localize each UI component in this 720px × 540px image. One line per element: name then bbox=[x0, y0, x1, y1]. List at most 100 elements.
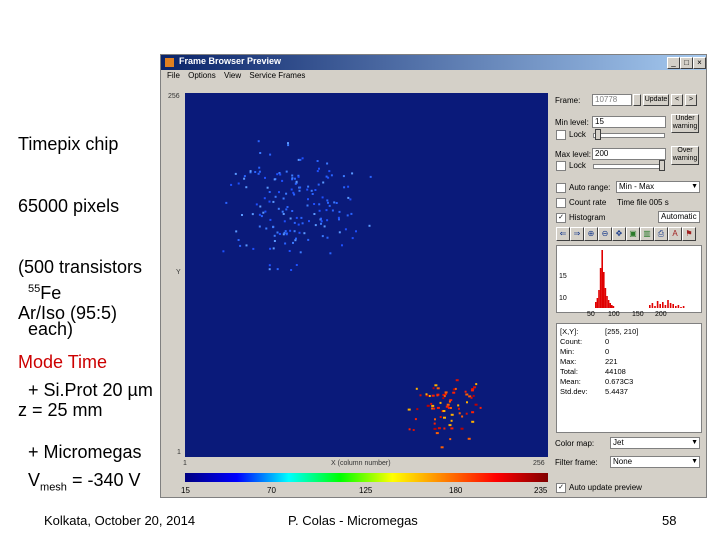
histogram-bar bbox=[675, 306, 677, 308]
menu-service-frames[interactable]: Service Frames bbox=[249, 71, 306, 80]
arrow-left-icon[interactable]: ⇐ bbox=[556, 227, 570, 241]
pixel-hit bbox=[299, 158, 302, 161]
histo-y-tick: 15 bbox=[559, 273, 567, 280]
source-element: Fe bbox=[40, 282, 62, 303]
pixel-hit bbox=[446, 403, 450, 406]
arrow-right-icon[interactable]: ⇒ bbox=[570, 227, 584, 241]
histogram-bar bbox=[601, 250, 603, 308]
pixel-hit bbox=[243, 175, 246, 178]
pixel-hit bbox=[287, 142, 289, 145]
pixel-hit bbox=[286, 206, 289, 208]
chevron-down-icon: ▼ bbox=[691, 183, 698, 190]
histogram-bar bbox=[677, 305, 680, 308]
min-slider-thumb[interactable] bbox=[595, 129, 601, 140]
pixel-hit bbox=[449, 407, 452, 409]
zoom-in-icon[interactable]: ⊕ bbox=[584, 227, 598, 241]
frame-preview-image[interactable] bbox=[185, 93, 548, 457]
pixel-hit bbox=[249, 171, 252, 174]
histogram-checkbox[interactable]: ✓ bbox=[556, 213, 566, 223]
pixel-hit bbox=[291, 174, 294, 177]
min-level-label: Min level: bbox=[555, 118, 589, 127]
pixel-hit bbox=[437, 427, 441, 430]
pixel-hit bbox=[282, 213, 285, 215]
filter-select[interactable]: None ▼ bbox=[610, 456, 700, 468]
pixel-hit bbox=[262, 211, 265, 214]
title-bar[interactable]: Frame Browser Preview _ □ × bbox=[161, 55, 706, 70]
frame-label: Frame: bbox=[555, 96, 581, 105]
histogram-bar bbox=[595, 302, 597, 308]
min-level-field[interactable]: 15 bbox=[592, 116, 666, 128]
chevron-down-icon: ▼ bbox=[691, 439, 698, 446]
vmesh-value: = -340 V bbox=[66, 469, 141, 490]
stat-value: 0 bbox=[605, 347, 610, 356]
x-axis-left-label: 1 bbox=[183, 460, 187, 467]
frame-number-field[interactable]: 10778 bbox=[592, 94, 632, 106]
pan-icon[interactable]: ✥ bbox=[612, 227, 626, 241]
colormap-select[interactable]: Jet ▼ bbox=[610, 437, 700, 449]
pixel-hit bbox=[272, 226, 275, 229]
pixel-hit bbox=[283, 231, 286, 234]
stat-value: 0 bbox=[605, 337, 610, 346]
min-level-slider[interactable] bbox=[593, 133, 665, 138]
lock-min-checkbox[interactable] bbox=[556, 130, 566, 140]
histogram-bar bbox=[662, 302, 664, 308]
pixel-hit bbox=[258, 225, 261, 228]
vmesh-sub: mesh bbox=[40, 481, 67, 494]
frame-spinner[interactable] bbox=[633, 94, 641, 106]
countrate-checkbox[interactable] bbox=[556, 198, 566, 208]
zoom-out-icon[interactable]: ⊖ bbox=[598, 227, 612, 241]
image-icon[interactable]: ▣ bbox=[626, 227, 640, 241]
pixel-hit bbox=[448, 400, 451, 403]
menu-options[interactable]: Options bbox=[188, 71, 216, 80]
maximize-button[interactable]: □ bbox=[680, 57, 693, 69]
update-button[interactable]: Update bbox=[643, 94, 669, 106]
menu-file[interactable]: File bbox=[167, 71, 180, 80]
histogram-icon[interactable]: ▥ bbox=[640, 227, 654, 241]
print-icon[interactable]: ⎙ bbox=[654, 227, 668, 241]
pixel-hit bbox=[326, 199, 329, 202]
pixel-hit bbox=[276, 231, 279, 234]
under-warning-button[interactable]: Under warning bbox=[671, 114, 699, 133]
y-axis-top-label: 256 bbox=[168, 93, 180, 100]
next-frame-button[interactable]: > bbox=[685, 94, 697, 106]
filter-label: Filter frame: bbox=[555, 458, 598, 467]
lock-max-checkbox[interactable] bbox=[556, 161, 566, 171]
pixel-hit bbox=[307, 198, 309, 201]
pixel-hit bbox=[307, 238, 310, 241]
pixel-hit bbox=[433, 427, 437, 430]
pixel-hit bbox=[326, 236, 329, 239]
flag-icon[interactable]: ⚑ bbox=[682, 227, 696, 241]
max-level-field[interactable]: 200 bbox=[592, 148, 666, 160]
pixel-hit bbox=[272, 200, 275, 203]
pixel-hit bbox=[299, 186, 302, 189]
pixel-hit bbox=[318, 209, 321, 212]
pixel-hit bbox=[449, 438, 452, 441]
close-button[interactable]: × bbox=[693, 57, 706, 69]
pixel-hit bbox=[225, 201, 228, 204]
pixel-hit bbox=[298, 231, 301, 234]
pixel-hit bbox=[283, 220, 286, 223]
pixel-hit bbox=[285, 192, 288, 195]
pixel-hit bbox=[346, 214, 349, 217]
pixel-hit bbox=[470, 396, 473, 399]
autorange-checkbox[interactable] bbox=[556, 183, 566, 193]
pixel-hit bbox=[282, 233, 285, 236]
footer-left: Kolkata, October 20, 2014 bbox=[44, 513, 196, 528]
autoupdate-checkbox[interactable]: ✓ bbox=[556, 483, 566, 493]
text-icon[interactable]: A bbox=[668, 227, 682, 241]
pixel-hit bbox=[349, 198, 352, 201]
menu-view[interactable]: View bbox=[223, 71, 242, 80]
histogram-mode-select[interactable]: Automatic bbox=[658, 211, 700, 223]
over-warning-button[interactable]: Over warning bbox=[671, 146, 699, 165]
z-label: z = 25 mm bbox=[18, 400, 103, 420]
minimize-button[interactable]: _ bbox=[667, 57, 680, 69]
colormap-value: Jet bbox=[613, 438, 624, 447]
pixel-hit bbox=[290, 188, 293, 191]
max-level-slider[interactable] bbox=[593, 164, 665, 169]
autorange-select[interactable]: Min - Max ▼ bbox=[616, 181, 700, 193]
max-slider-thumb[interactable] bbox=[659, 160, 665, 171]
pixel-hit bbox=[442, 410, 446, 412]
pixel-hit bbox=[311, 193, 314, 195]
pixel-hit bbox=[257, 140, 260, 143]
previous-frame-button[interactable]: < bbox=[671, 94, 683, 106]
